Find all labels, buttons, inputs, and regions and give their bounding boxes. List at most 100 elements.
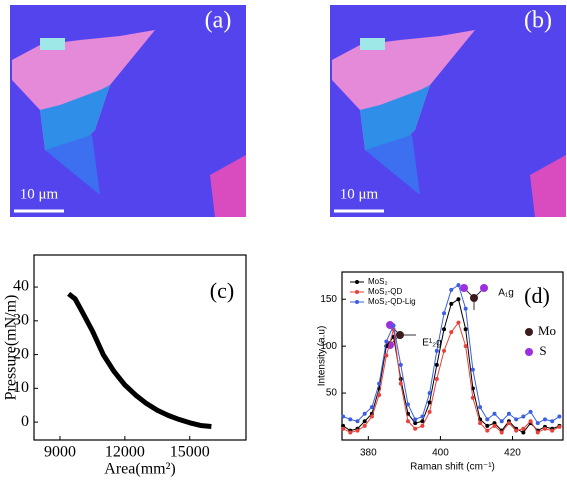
data-point	[369, 405, 374, 410]
legend-label: MoS₂-QD-Lig	[368, 297, 416, 306]
x-axis-label: Area(mm²)	[104, 461, 175, 478]
data-point	[348, 417, 353, 422]
data-point	[456, 297, 461, 302]
data-point	[485, 417, 490, 422]
data-point	[398, 362, 403, 367]
data-point	[557, 424, 562, 429]
legend-label: MoS₂	[368, 277, 388, 286]
data-point	[405, 419, 410, 424]
x-tick-label: 400	[432, 448, 449, 459]
y-tick-label: 10	[13, 379, 29, 396]
data-point	[463, 306, 468, 311]
data-point	[362, 419, 367, 424]
data-point	[456, 320, 461, 325]
data-point	[384, 339, 389, 344]
data-point	[434, 376, 439, 381]
data-point	[442, 327, 447, 332]
y-tick-label: 150	[320, 294, 337, 305]
data-point	[355, 419, 360, 424]
data-point	[470, 395, 475, 400]
x-tick-label: 12000	[105, 444, 145, 461]
legend-marker	[355, 290, 359, 294]
data-point	[506, 411, 511, 416]
y-tick-label: 40	[13, 278, 29, 295]
micrograph-a: (a) 10 μm	[10, 5, 246, 217]
data-point	[463, 344, 468, 349]
legend-marker	[355, 300, 359, 304]
data-point	[521, 426, 526, 431]
molecule-icons	[386, 284, 533, 356]
data-point	[535, 430, 540, 435]
data-point	[413, 421, 418, 426]
data-point	[492, 423, 497, 428]
data-point	[499, 430, 504, 435]
y-axis-label: Intensity (a.u)	[317, 326, 328, 387]
data-point	[384, 353, 389, 358]
x-axis-label: Raman shift (cm⁻¹)	[410, 462, 495, 473]
data-point	[470, 367, 475, 372]
data-point	[420, 423, 425, 428]
data-point	[521, 430, 526, 435]
data-point	[463, 327, 468, 332]
data-point	[449, 287, 454, 292]
annotation: (c)	[210, 278, 234, 303]
plot-frame	[33, 254, 247, 441]
y-axis-label: Pressure(mN/m)	[3, 295, 20, 401]
x-tick-label: 9000	[44, 444, 76, 461]
data-point	[413, 417, 418, 422]
data-point	[413, 426, 418, 431]
legend-label: MoS₂-QD	[368, 287, 402, 296]
annotation: A₁g	[498, 288, 514, 299]
y-tick-label: 20	[13, 345, 29, 362]
annotation: (d)	[524, 283, 550, 308]
data-point	[427, 409, 432, 414]
data-point	[492, 421, 497, 426]
data-line	[67, 291, 212, 429]
data-point	[355, 428, 360, 433]
annotation: E¹₂g	[422, 338, 441, 349]
micrograph-b: (b) 10 μm	[330, 5, 566, 217]
data-point	[377, 381, 382, 386]
data-point	[449, 330, 454, 335]
data-point	[506, 421, 511, 426]
x-tick-label: 420	[504, 448, 521, 459]
data-point	[442, 311, 447, 316]
data-point	[391, 323, 396, 328]
data-point	[499, 419, 504, 424]
panel-label: (a)	[205, 8, 232, 34]
data-point	[485, 423, 490, 428]
scale-bar-label: 10 μm	[340, 186, 379, 202]
data-point	[398, 381, 403, 386]
data-point	[528, 419, 533, 424]
data-point	[362, 423, 367, 428]
y-tick-label: 100	[320, 341, 337, 352]
data-point	[492, 411, 497, 416]
y-tick-label: 50	[326, 388, 338, 399]
x-tick-label: 15000	[170, 444, 210, 461]
data-point	[449, 301, 454, 306]
data-point	[442, 348, 447, 353]
data-point	[434, 348, 439, 353]
data-point	[514, 417, 519, 422]
data-point	[427, 391, 432, 396]
data-point	[434, 362, 439, 367]
annotation: S	[539, 343, 546, 358]
data-line	[342, 298, 560, 433]
data-point	[535, 421, 540, 426]
legend-marker	[355, 280, 359, 284]
plot-frame	[341, 271, 564, 441]
x-tick-label: 380	[360, 448, 377, 459]
y-tick-label: 30	[13, 312, 29, 329]
data-point	[369, 414, 374, 419]
data-point	[478, 421, 483, 426]
data-point	[478, 405, 483, 410]
data-point	[427, 400, 432, 405]
data-point	[341, 423, 346, 428]
data-point	[521, 414, 526, 419]
data-point	[550, 419, 555, 424]
data-point	[456, 283, 461, 288]
data-point	[341, 426, 346, 431]
data-point	[377, 392, 382, 397]
data-point	[542, 417, 547, 422]
